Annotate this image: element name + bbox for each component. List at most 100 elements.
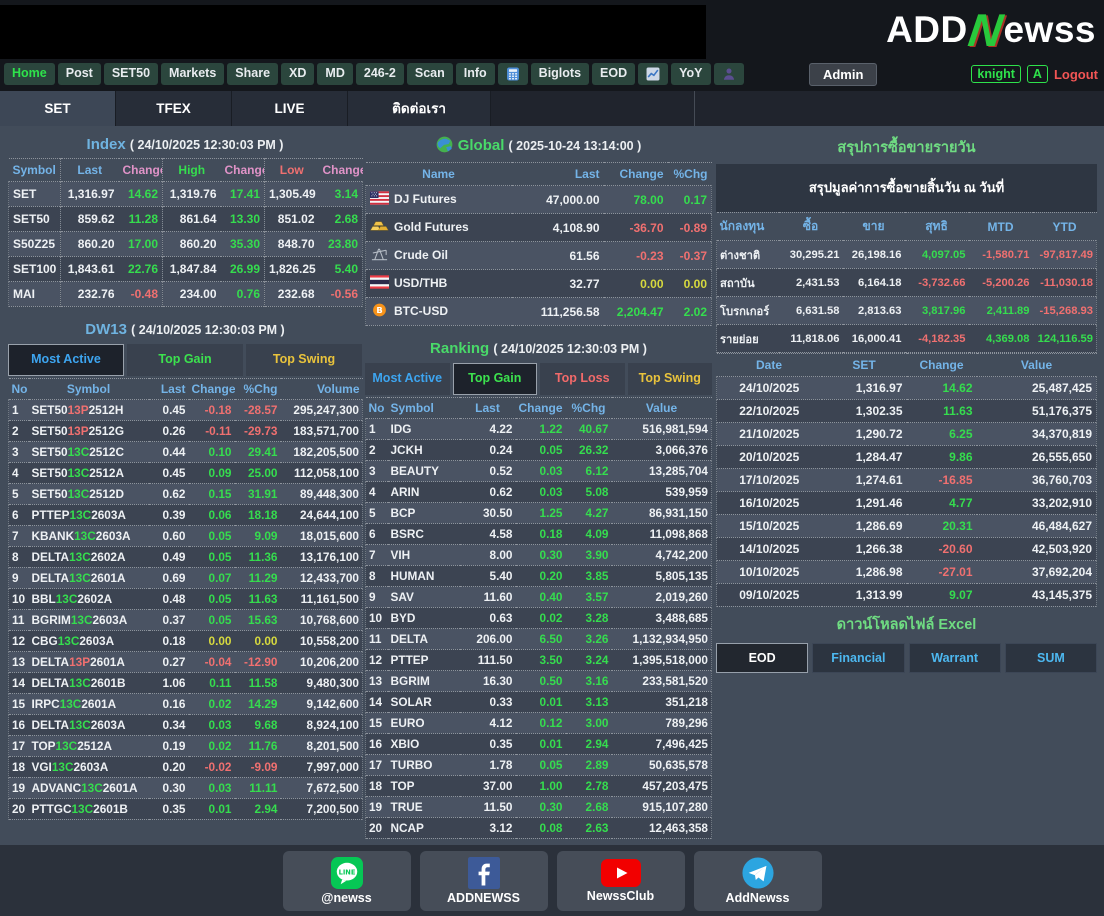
social-button-newssclub[interactable]: NewssClub xyxy=(556,850,685,911)
cell-no: 14 xyxy=(8,672,29,694)
cell-pchg: 29.41 xyxy=(247,445,278,459)
tab-tfex[interactable]: TFEX xyxy=(116,91,232,126)
cell-last: 1,843.61 xyxy=(67,262,115,276)
table-row: 5 SET5013C2512D 0.62 0.15 31.91 89,448,300 xyxy=(8,483,363,505)
tab-top-swing[interactable]: Top Swing xyxy=(627,363,712,395)
cell-pchg: 2.63 xyxy=(585,821,609,835)
col-set: SET xyxy=(852,358,876,372)
user-icon[interactable] xyxy=(713,63,744,85)
cell-sym: BBL13C2602A xyxy=(31,592,113,606)
cell-buy: 11,818.06 xyxy=(790,332,840,345)
username-chip[interactable]: knight xyxy=(971,65,1021,83)
ranking-datetime: ( 24/10/2025 12:30:03 PM ) xyxy=(493,342,647,356)
cell-change: 9.86 xyxy=(949,450,973,464)
section-tabs: SET TFEX LIVE ติดต่อเรา xyxy=(0,91,1104,126)
cell-mtd: -5,200.26 xyxy=(982,276,1030,289)
cell-investor: ต่างชาติ xyxy=(716,240,779,269)
cell-last: 4.58 xyxy=(489,527,513,541)
logout-button[interactable]: Logout xyxy=(1053,66,1098,82)
social-label: @newss xyxy=(321,890,372,905)
cell-last: 11.60 xyxy=(483,590,513,604)
cell-net: 4,097.05 xyxy=(921,248,966,261)
social-button--newss[interactable]: LINE @newss xyxy=(282,850,411,911)
cell-sym: DELTA13C2603A xyxy=(31,718,126,732)
cell-chg3: 23.80 xyxy=(318,231,363,257)
excel-button-financial[interactable]: Financial xyxy=(812,643,905,673)
cell-no: 13 xyxy=(365,670,388,692)
cell-last: 0.63 xyxy=(489,611,513,625)
cell-volume: 7,672,500 xyxy=(280,777,363,799)
excel-button-sum[interactable]: SUM xyxy=(1004,643,1097,673)
market-name: Gold Futures xyxy=(394,220,469,234)
table-row: 19 ADVANC13C2601A 0.30 0.03 11.11 7,672,500 xyxy=(8,777,363,799)
cell-value: 37,692,204 xyxy=(976,560,1097,584)
cell-change: 0.08 xyxy=(539,821,563,835)
excel-button-eod[interactable]: EOD xyxy=(716,643,809,673)
cell-symbol: IDG xyxy=(390,422,412,436)
nav-item-markets[interactable]: Markets xyxy=(161,63,225,85)
tab-top-loss[interactable]: Top Loss xyxy=(540,363,625,395)
cell-change: 0.05 xyxy=(539,443,563,457)
table-row: สถาบัน 2,431.53 6,164.18 -3,732.66 -5,200.26… xyxy=(716,268,1097,297)
cell-symbol: PTTEP xyxy=(390,653,429,667)
cell-pchg: 9.09 xyxy=(254,529,278,543)
cell-chg3: -0.56 xyxy=(318,281,363,307)
cell-change: -0.11 xyxy=(205,424,232,438)
nav-item-scan[interactable]: Scan xyxy=(406,63,453,85)
cell-change: 11.63 xyxy=(943,404,973,418)
tab-most-active[interactable]: Most Active xyxy=(365,363,450,395)
user-badge[interactable]: A xyxy=(1026,65,1048,83)
investor-header-row: นักลงทุน ซื้อ ขาย สุทธิ MTD YTD xyxy=(716,212,1097,241)
cell-chg3: 5.40 xyxy=(318,256,363,282)
svg-text:LINE: LINE xyxy=(338,868,355,876)
social-button-addnewss[interactable]: ADDNEWSS xyxy=(419,850,548,911)
excel-button-warrant[interactable]: Warrant xyxy=(908,643,1001,673)
cell-no: 12 xyxy=(8,630,29,652)
cell-symbol: ARIN xyxy=(390,485,420,499)
nav-item-eod[interactable]: EOD xyxy=(592,63,636,85)
cell-date: 17/10/2025 xyxy=(716,468,822,492)
tab-ติดต่อเรา[interactable]: ติดต่อเรา xyxy=(348,91,491,126)
nav-item-246-2[interactable]: 246-2 xyxy=(355,63,404,85)
table-row: 10/10/2025 1,286.98 -27.01 37,692,204 xyxy=(716,560,1097,584)
cell-no: 9 xyxy=(8,567,29,589)
cell-sym: DELTA13C2601B xyxy=(31,676,126,690)
nav-item-yoy[interactable]: YoY xyxy=(671,63,711,85)
cell-value: 11,098,868 xyxy=(611,523,712,545)
cell-pchg: 6.12 xyxy=(585,464,609,478)
nav-item-home[interactable]: Home xyxy=(4,63,55,85)
cell-last: 0.49 xyxy=(162,550,186,564)
tab-set[interactable]: SET xyxy=(0,91,116,126)
cell-pchg: 3.13 xyxy=(585,695,609,709)
tab-most-active[interactable]: Most Active xyxy=(8,344,124,376)
admin-button[interactable]: Admin xyxy=(808,62,878,86)
cell-pchg: 2.68 xyxy=(585,800,609,814)
nav-item-biglots[interactable]: Biglots xyxy=(530,63,590,85)
table-row: 11 BGRIM13C2603A 0.37 0.05 15.63 10,768,600 xyxy=(8,609,363,631)
col-name: Name xyxy=(422,167,455,181)
cell-pchg: 11.29 xyxy=(248,571,278,585)
cell-value: 915,107,280 xyxy=(611,796,712,818)
tab-live[interactable]: LIVE xyxy=(232,91,348,126)
tab-top-gain[interactable]: Top Gain xyxy=(452,363,537,395)
nav-item-md[interactable]: MD xyxy=(317,63,353,85)
cell-no: 13 xyxy=(8,651,29,673)
cell-set: 1,291.46 xyxy=(855,496,903,510)
nav-item-info[interactable]: Info xyxy=(455,63,495,85)
tab-top-gain[interactable]: Top Gain xyxy=(127,344,243,376)
nav-item-xd[interactable]: XD xyxy=(281,63,315,85)
cell-high: 861.64 xyxy=(179,212,217,226)
social-button-addnewss[interactable]: AddNewss xyxy=(693,850,822,911)
cell-last: 32.77 xyxy=(569,276,600,291)
cell-no: 18 xyxy=(365,775,388,797)
cell-no: 16 xyxy=(365,733,388,755)
cell-set: 1,290.72 xyxy=(855,427,903,441)
nav-item-set50[interactable]: SET50 xyxy=(103,63,159,85)
chart-icon[interactable] xyxy=(638,63,669,85)
youtube-icon xyxy=(600,858,641,887)
tab-top-swing[interactable]: Top Swing xyxy=(246,344,362,376)
cell-change: 3.50 xyxy=(539,653,563,667)
calculator-icon[interactable] xyxy=(497,63,528,85)
nav-item-share[interactable]: Share xyxy=(227,63,279,85)
nav-item-post[interactable]: Post xyxy=(57,63,101,85)
